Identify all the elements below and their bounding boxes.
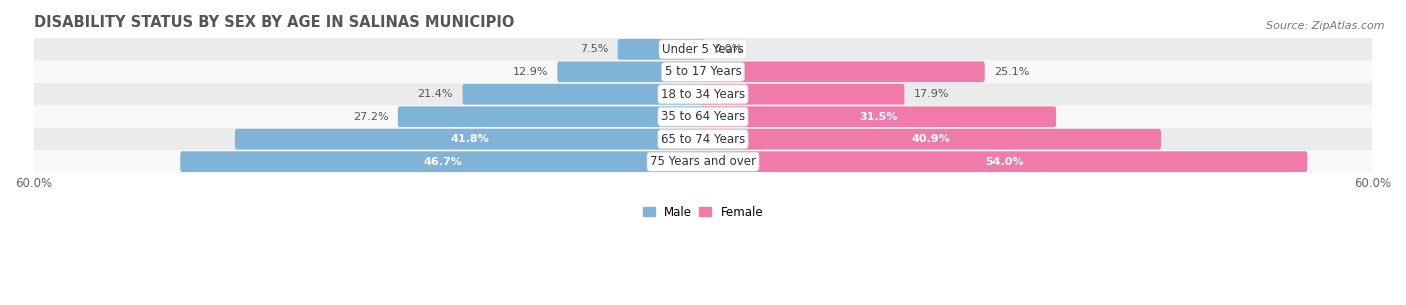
Text: 41.8%: 41.8%	[450, 134, 489, 144]
FancyBboxPatch shape	[398, 106, 704, 127]
FancyBboxPatch shape	[235, 129, 704, 149]
Text: 5 to 17 Years: 5 to 17 Years	[665, 65, 741, 78]
Text: 54.0%: 54.0%	[986, 157, 1024, 167]
FancyBboxPatch shape	[617, 39, 704, 60]
Text: 18 to 34 Years: 18 to 34 Years	[661, 88, 745, 101]
Legend: Male, Female: Male, Female	[638, 201, 768, 224]
FancyBboxPatch shape	[702, 84, 904, 105]
FancyBboxPatch shape	[180, 151, 704, 172]
Text: DISABILITY STATUS BY SEX BY AGE IN SALINAS MUNICIPIO: DISABILITY STATUS BY SEX BY AGE IN SALIN…	[34, 15, 515, 30]
Text: 17.9%: 17.9%	[914, 89, 949, 99]
Text: 21.4%: 21.4%	[418, 89, 453, 99]
Text: 65 to 74 Years: 65 to 74 Years	[661, 133, 745, 146]
Text: 35 to 64 Years: 35 to 64 Years	[661, 110, 745, 123]
FancyBboxPatch shape	[702, 151, 1308, 172]
Text: 27.2%: 27.2%	[353, 112, 388, 122]
FancyBboxPatch shape	[34, 38, 1372, 61]
Text: 40.9%: 40.9%	[912, 134, 950, 144]
Text: Under 5 Years: Under 5 Years	[662, 43, 744, 56]
FancyBboxPatch shape	[557, 62, 704, 82]
Text: 75 Years and over: 75 Years and over	[650, 155, 756, 168]
Text: 0.0%: 0.0%	[714, 44, 742, 54]
FancyBboxPatch shape	[463, 84, 704, 105]
FancyBboxPatch shape	[34, 83, 1372, 106]
FancyBboxPatch shape	[702, 62, 984, 82]
FancyBboxPatch shape	[702, 129, 1161, 149]
Text: 12.9%: 12.9%	[512, 67, 548, 77]
Text: 46.7%: 46.7%	[423, 157, 463, 167]
FancyBboxPatch shape	[34, 128, 1372, 150]
FancyBboxPatch shape	[34, 150, 1372, 173]
FancyBboxPatch shape	[34, 61, 1372, 83]
FancyBboxPatch shape	[34, 106, 1372, 128]
FancyBboxPatch shape	[702, 106, 1056, 127]
Text: 25.1%: 25.1%	[994, 67, 1029, 77]
Text: 31.5%: 31.5%	[859, 112, 898, 122]
Text: 7.5%: 7.5%	[579, 44, 609, 54]
Text: Source: ZipAtlas.com: Source: ZipAtlas.com	[1267, 21, 1385, 31]
